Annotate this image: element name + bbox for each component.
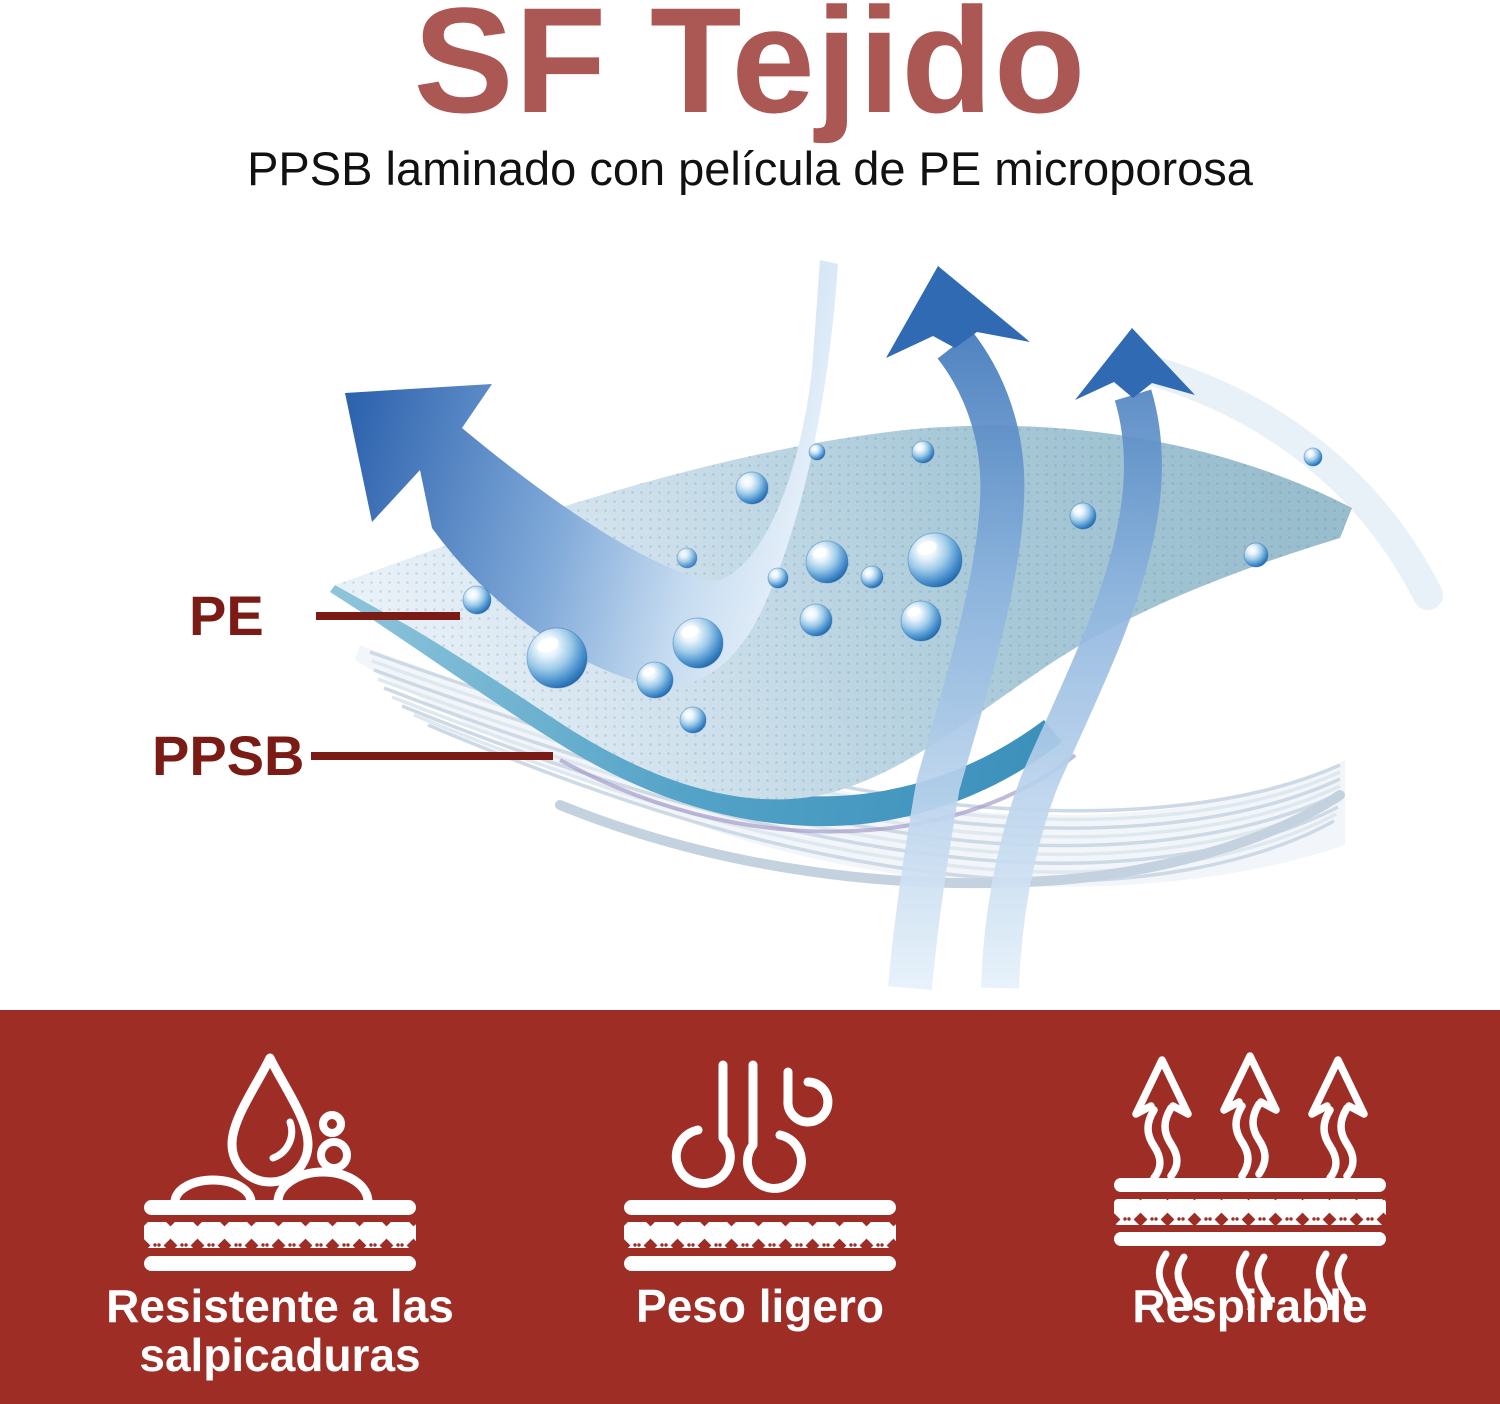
breathable-arrows-icon <box>1114 1052 1386 1310</box>
water-drop-splash-icon <box>144 1053 416 1271</box>
ppsb-callout-line <box>311 752 553 760</box>
repel-arrow <box>345 260 838 687</box>
ppsb-sheet <box>355 645 1345 889</box>
pe-callout-line <box>316 612 460 620</box>
page-title: SF Tejido <box>413 0 1087 144</box>
droplet-highlights <box>537 540 937 677</box>
page-subtitle: PPSB laminado con película de PE micropo… <box>247 142 1253 195</box>
ppsb-layer-label: PPSB <box>152 724 305 787</box>
fabric-layers-illustration <box>330 260 1443 990</box>
pe-layer-label: PE <box>189 584 264 647</box>
water-droplets <box>462 440 1323 734</box>
breath-arrow-2 <box>981 328 1195 989</box>
feature-splash-resistant: Resistente a las salpicaduras <box>80 1010 480 1404</box>
feature-band: Resistente a las salpicaduras <box>0 1010 1500 1404</box>
breath-arrow-1 <box>886 266 1030 990</box>
feature-label-lightweight: Peso ligero <box>636 1280 884 1332</box>
feature-label-breathable: Respirable <box>1132 1280 1368 1332</box>
pe-sheet <box>335 425 1352 800</box>
feature-label-splash: Resistente a las salpicaduras <box>106 1280 454 1382</box>
feature-lightweight: Peso ligero <box>560 1010 960 1404</box>
feature-breathable: Respirable <box>1050 1010 1450 1404</box>
air-flow-swirl-icon <box>624 1060 896 1271</box>
